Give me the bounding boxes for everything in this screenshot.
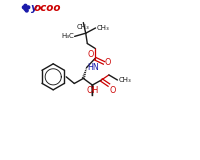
Text: H₃C: H₃C xyxy=(61,33,74,39)
Circle shape xyxy=(24,8,27,10)
Text: OH: OH xyxy=(86,86,99,95)
Circle shape xyxy=(25,9,28,12)
Polygon shape xyxy=(91,85,93,96)
Text: HN: HN xyxy=(87,63,99,72)
Text: CH₃: CH₃ xyxy=(76,24,89,30)
Circle shape xyxy=(24,4,27,7)
Text: CH₃: CH₃ xyxy=(119,77,132,83)
Text: O: O xyxy=(88,50,94,59)
Text: O: O xyxy=(105,58,111,67)
Text: O: O xyxy=(110,86,116,95)
Circle shape xyxy=(27,6,30,9)
Text: y: y xyxy=(31,3,37,13)
Text: ocoo: ocoo xyxy=(34,3,61,13)
Circle shape xyxy=(22,6,25,9)
Text: CH₃: CH₃ xyxy=(97,25,109,31)
